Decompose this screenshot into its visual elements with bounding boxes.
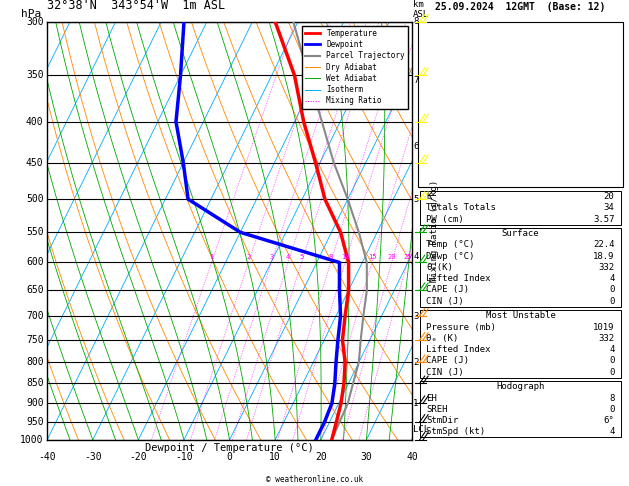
Text: 20: 20: [315, 452, 326, 462]
Legend: Temperature, Dewpoint, Parcel Trajectory, Dry Adiabat, Wet Adiabat, Isotherm, Mi: Temperature, Dewpoint, Parcel Trajectory…: [302, 26, 408, 108]
Text: km
ASL: km ASL: [413, 0, 430, 19]
Text: 600: 600: [26, 258, 43, 267]
Text: 4: 4: [609, 274, 615, 283]
Text: 350: 350: [26, 70, 43, 80]
Text: -10: -10: [175, 452, 193, 462]
Text: 1: 1: [413, 399, 419, 408]
Text: Pressure (mb): Pressure (mb): [426, 323, 496, 331]
Text: 550: 550: [26, 227, 43, 237]
Text: Lifted Index: Lifted Index: [426, 345, 491, 354]
X-axis label: Dewpoint / Temperature (°C): Dewpoint / Temperature (°C): [145, 443, 314, 452]
Text: 500: 500: [26, 194, 43, 204]
Text: StmDir: StmDir: [426, 416, 459, 425]
Text: K: K: [426, 192, 432, 201]
Text: Most Unstable: Most Unstable: [486, 312, 555, 320]
Text: 650: 650: [26, 285, 43, 295]
Text: 0: 0: [609, 368, 615, 377]
Text: 1000: 1000: [20, 435, 43, 445]
Text: 7: 7: [413, 76, 419, 85]
Text: © weatheronline.co.uk: © weatheronline.co.uk: [266, 474, 363, 484]
Text: -40: -40: [38, 452, 56, 462]
Text: 3: 3: [269, 254, 274, 260]
Text: 20: 20: [604, 192, 615, 201]
Text: -30: -30: [84, 452, 102, 462]
Text: 1: 1: [209, 254, 214, 260]
Text: Totals Totals: Totals Totals: [426, 203, 496, 212]
Text: SREH: SREH: [426, 405, 448, 414]
Text: 332: 332: [598, 334, 615, 343]
Text: 18.9: 18.9: [593, 252, 615, 260]
Text: Temp (°C): Temp (°C): [426, 241, 475, 249]
Text: θₑ(K): θₑ(K): [426, 263, 454, 272]
Text: 450: 450: [26, 157, 43, 168]
Text: 6°: 6°: [604, 416, 615, 425]
Text: 332: 332: [598, 263, 615, 272]
Text: 750: 750: [26, 335, 43, 345]
Text: CIN (J): CIN (J): [426, 368, 464, 377]
Text: 700: 700: [26, 311, 43, 321]
Text: kt: kt: [443, 28, 453, 36]
Text: 3.57: 3.57: [593, 214, 615, 224]
Text: EH: EH: [426, 394, 437, 402]
Text: 850: 850: [26, 379, 43, 388]
Text: 5: 5: [299, 254, 304, 260]
Text: 32°38'N  343°54'W  1m ASL: 32°38'N 343°54'W 1m ASL: [47, 0, 225, 12]
Bar: [420, 381, 621, 437]
Text: 0: 0: [609, 405, 615, 414]
Text: 22.4: 22.4: [593, 241, 615, 249]
Text: Hodograph: Hodograph: [496, 382, 545, 391]
Text: ₁: ₁: [479, 151, 482, 157]
Text: CAPE (J): CAPE (J): [426, 356, 469, 365]
Text: 3: 3: [413, 312, 419, 320]
Text: PW (cm): PW (cm): [426, 214, 464, 224]
Text: 4: 4: [286, 254, 290, 260]
Text: LCL: LCL: [413, 425, 430, 434]
Text: Mixing Ratio (g/kg): Mixing Ratio (g/kg): [430, 180, 438, 282]
Text: 10: 10: [269, 452, 281, 462]
Text: -20: -20: [130, 452, 147, 462]
Text: CAPE (J): CAPE (J): [426, 285, 469, 295]
Text: StmSpd (kt): StmSpd (kt): [426, 428, 486, 436]
Text: 34: 34: [604, 203, 615, 212]
Text: 10: 10: [341, 254, 349, 260]
Text: θₑ (K): θₑ (K): [426, 334, 459, 343]
Text: 0: 0: [226, 452, 233, 462]
Text: 0: 0: [609, 285, 615, 295]
Text: 6: 6: [413, 142, 419, 151]
Text: 4: 4: [609, 428, 615, 436]
Text: 0: 0: [609, 297, 615, 306]
Text: 25.09.2024  12GMT  (Base: 12): 25.09.2024 12GMT (Base: 12): [435, 2, 606, 12]
Text: 5: 5: [413, 195, 419, 204]
Text: Dewp (°C): Dewp (°C): [426, 252, 475, 260]
Text: Surface: Surface: [502, 229, 539, 238]
Text: ₀: ₀: [495, 128, 498, 134]
Bar: [420, 191, 621, 225]
Text: 8: 8: [609, 394, 615, 402]
Text: Lifted Index: Lifted Index: [426, 274, 491, 283]
Text: 8: 8: [413, 17, 419, 26]
Bar: [420, 310, 621, 378]
Text: CIN (J): CIN (J): [426, 297, 464, 306]
Text: 900: 900: [26, 398, 43, 408]
Text: 4: 4: [609, 345, 615, 354]
Text: 1019: 1019: [593, 323, 615, 331]
Text: 2: 2: [413, 358, 419, 367]
Text: 20: 20: [387, 254, 396, 260]
Text: 0: 0: [609, 356, 615, 365]
Text: 950: 950: [26, 417, 43, 427]
Text: 400: 400: [26, 117, 43, 127]
Text: 300: 300: [26, 17, 43, 27]
Text: 2: 2: [247, 254, 250, 260]
Text: 40: 40: [406, 452, 418, 462]
Bar: [420, 228, 621, 307]
Text: 4: 4: [413, 252, 419, 261]
Text: hPa: hPa: [21, 9, 41, 19]
Text: 15: 15: [368, 254, 376, 260]
Text: 800: 800: [26, 357, 43, 367]
Text: 30: 30: [360, 452, 372, 462]
Text: 25: 25: [403, 254, 411, 260]
Text: 8: 8: [328, 254, 333, 260]
